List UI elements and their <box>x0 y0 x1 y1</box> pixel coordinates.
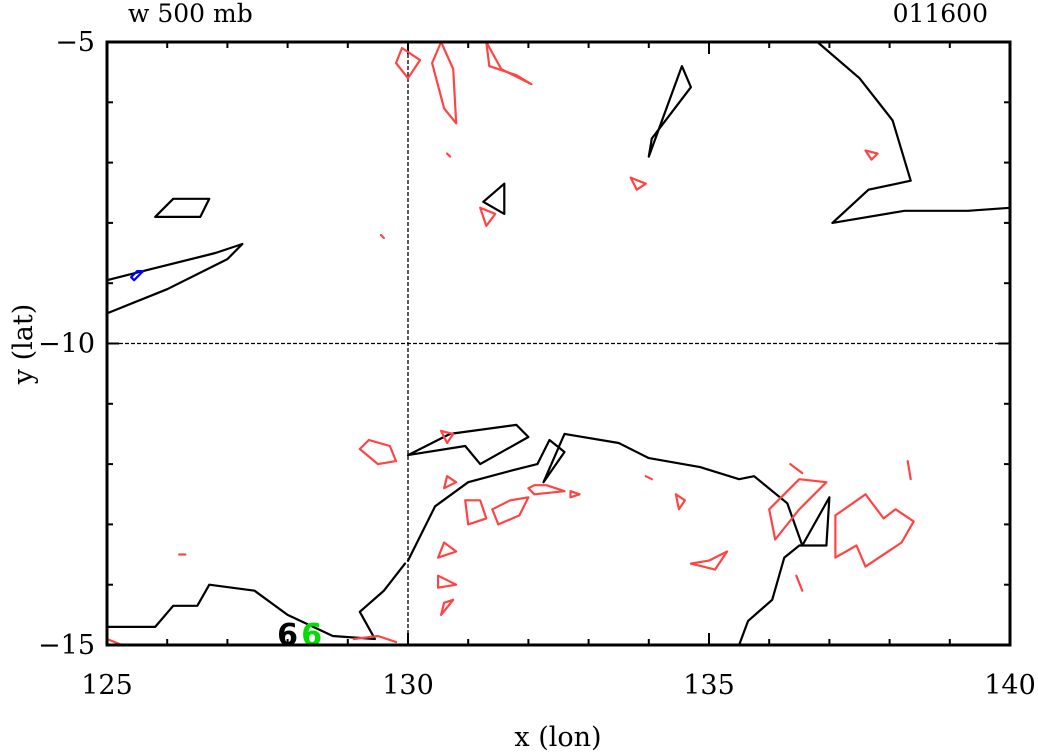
contour-line <box>352 634 398 644</box>
x-tick-label: 140 <box>984 670 1036 701</box>
contour-line <box>358 438 398 466</box>
contour-line <box>689 550 729 571</box>
y-tick-label: −10 <box>38 329 95 360</box>
contour-marker: 6 <box>301 618 322 653</box>
contour-line <box>440 429 455 445</box>
contour-line <box>379 233 385 240</box>
contour-line <box>394 46 422 80</box>
contour-line <box>446 152 452 158</box>
y-tick-label: −15 <box>38 630 95 661</box>
contour-line <box>105 242 244 315</box>
contour-line <box>440 598 455 617</box>
contour-line <box>443 475 458 490</box>
y-tick-label: −5 <box>55 27 95 58</box>
contour-line <box>431 40 458 125</box>
contour-line <box>674 493 687 511</box>
contour-line <box>105 562 407 641</box>
contour-line <box>130 270 145 282</box>
chart-title-right: 011600 <box>893 0 988 28</box>
contour-line <box>527 484 566 496</box>
x-tick-label: 135 <box>683 670 735 701</box>
contour-line <box>569 490 581 499</box>
contour-line <box>437 541 458 559</box>
y-axis-label: y (lat) <box>8 304 39 386</box>
contour-line <box>629 176 647 191</box>
contour-line <box>906 460 912 481</box>
contour-line <box>464 499 488 526</box>
contour-line <box>482 182 506 215</box>
contour-line <box>647 64 693 158</box>
contour-line <box>491 496 530 526</box>
contour-marker: 6 <box>277 618 298 653</box>
contour-line <box>768 478 828 541</box>
plot-frame <box>105 40 1012 647</box>
chart-title-left: w 500 mb <box>128 0 253 28</box>
contour-line <box>834 493 915 568</box>
contour-line <box>479 206 497 227</box>
x-tick-label: 125 <box>81 670 133 701</box>
x-tick-label: 130 <box>382 670 434 701</box>
contour-line <box>406 432 831 647</box>
contour-line <box>437 574 458 589</box>
contour-line <box>406 423 530 466</box>
contour-line <box>789 463 804 475</box>
contour-line <box>485 40 533 86</box>
contour-line <box>774 40 1012 224</box>
contour-line <box>154 197 211 218</box>
contour-line <box>864 149 879 161</box>
contour-line <box>644 475 653 481</box>
x-axis-label: x (lon) <box>514 722 601 752</box>
contour-line <box>795 574 804 592</box>
